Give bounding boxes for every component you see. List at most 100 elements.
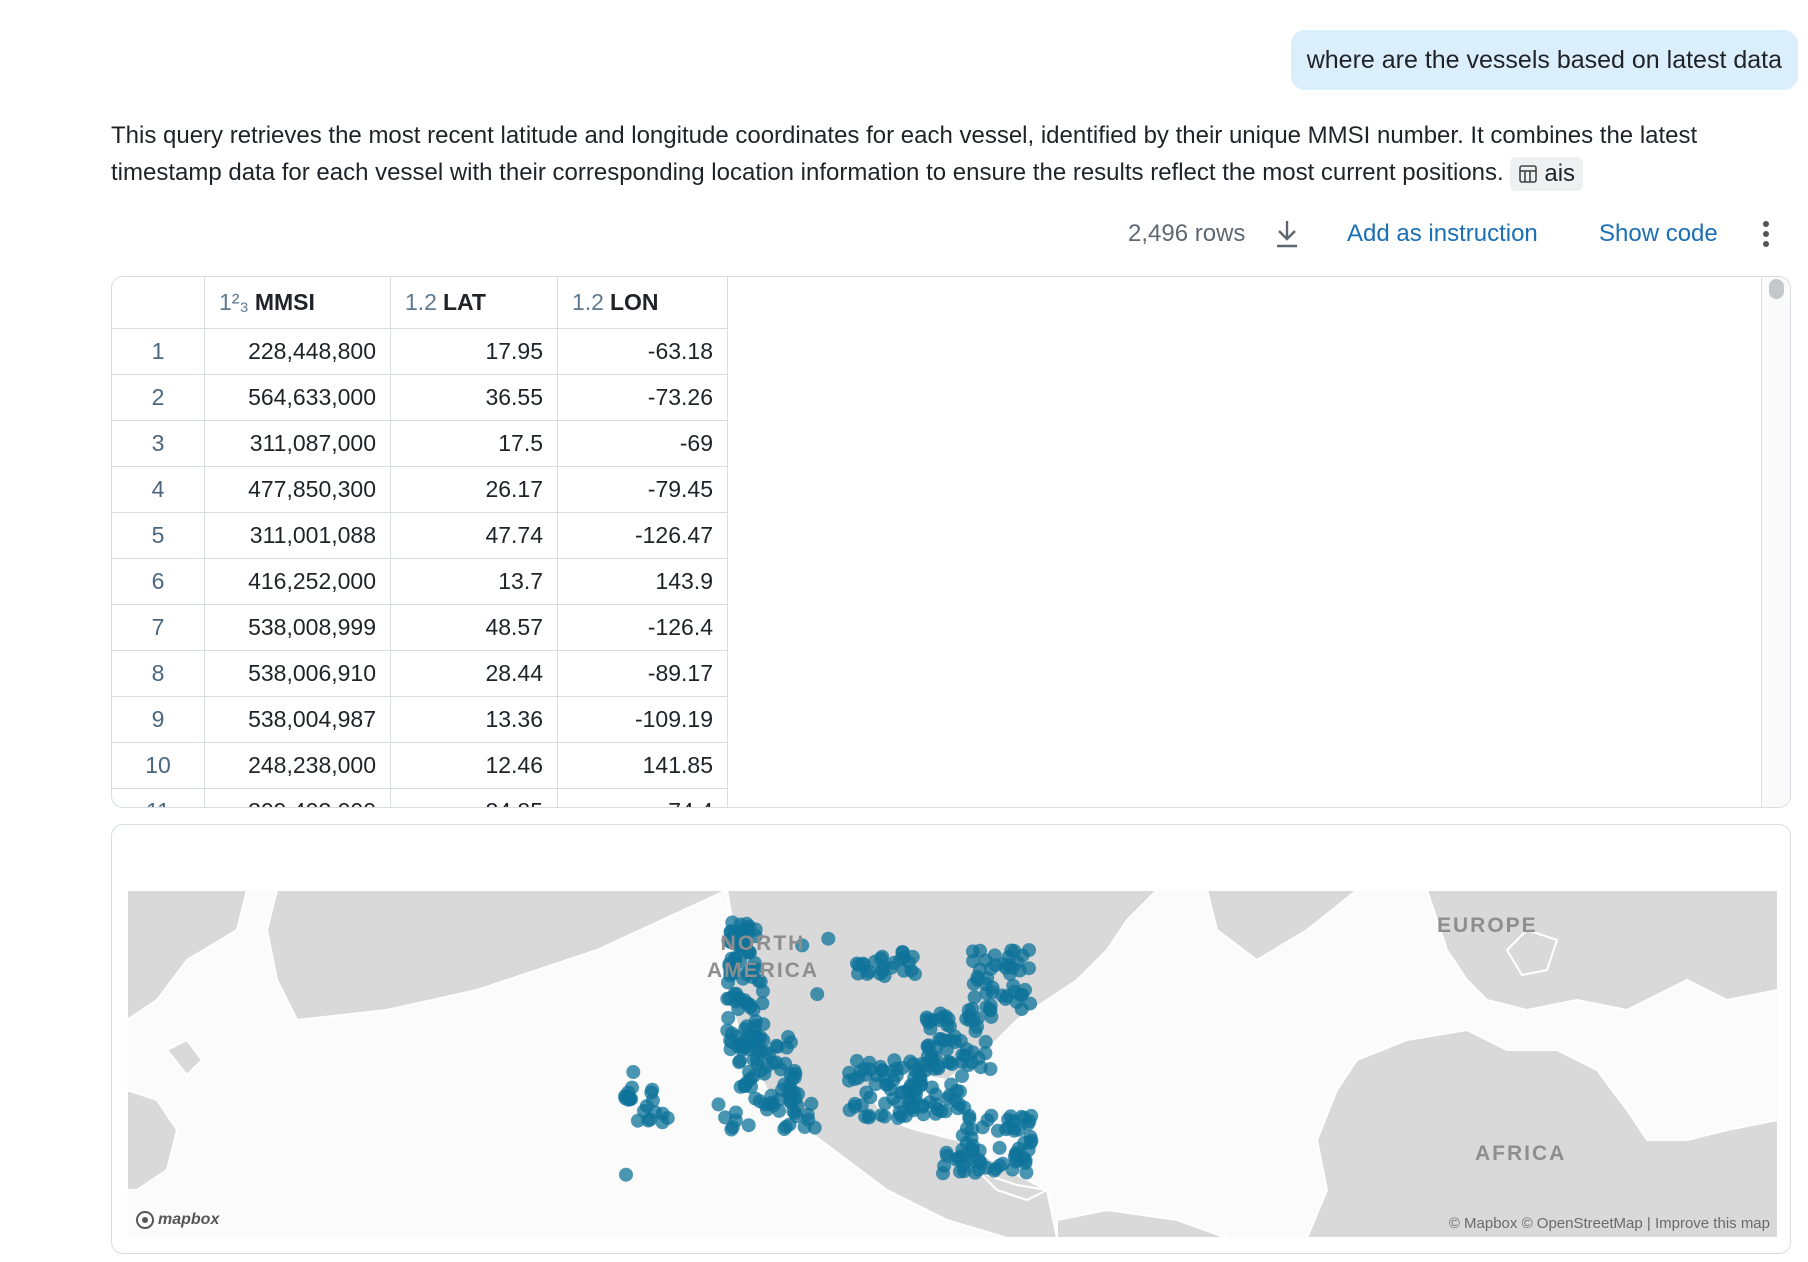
cell-lat: 17.95 <box>391 329 558 374</box>
vessel-point <box>1006 978 1021 993</box>
vessel-point <box>789 1109 804 1124</box>
map-card: NORTH AMERICA EUROPE AFRICA mapbox © Map… <box>111 824 1791 1254</box>
vessel-point <box>756 1017 771 1032</box>
vessel-point <box>1007 943 1022 958</box>
add-as-instruction-button[interactable]: Add as instruction <box>1347 220 1538 247</box>
cell-mmsi: 248,238,000 <box>205 743 391 788</box>
cell-lon: 143.9 <box>558 559 728 604</box>
table-row: 5 311,001,088 47.74 -126.47 <box>112 513 728 559</box>
scrollbar-thumb[interactable] <box>1769 279 1784 299</box>
results-table: 1²₃ MMSI 1.2 LAT 1.2 LON 1 228,448,800 17.… <box>111 276 1791 808</box>
cell-mmsi: 416,252,000 <box>205 559 391 604</box>
row-index: 3 <box>112 421 205 466</box>
vessel-point <box>883 1082 898 1097</box>
vessel-point <box>868 954 883 969</box>
header-lat-label: LAT <box>442 289 486 315</box>
europe-text: EUROPE <box>1437 914 1538 937</box>
vessel-point <box>884 960 899 975</box>
vessel-point <box>630 1113 645 1128</box>
vessel-point <box>721 1011 736 1025</box>
vessel-point <box>998 960 1013 975</box>
header-mmsi[interactable]: 1²₃ MMSI <box>205 277 391 328</box>
vessel-point <box>807 1120 822 1135</box>
cell-mmsi: 477,850,300 <box>205 467 391 512</box>
vessel-point <box>728 951 743 966</box>
vessel-point <box>757 1066 772 1081</box>
cell-mmsi: 311,087,000 <box>205 421 391 466</box>
vessel-point <box>641 1113 656 1128</box>
cell-lon: -73.26 <box>558 375 728 420</box>
vessel-point <box>974 1156 989 1171</box>
decimal-type-icon: 1.2 <box>405 289 437 315</box>
vessel-point <box>821 931 836 946</box>
cell-lon: -89.17 <box>558 651 728 696</box>
vessel-point <box>920 1049 935 1064</box>
header-mmsi-label: MMSI <box>254 289 315 315</box>
vessel-point <box>875 1063 890 1078</box>
map-canvas <box>127 890 1778 1238</box>
vessel-point <box>728 1105 743 1120</box>
cell-lon: 141.85 <box>558 743 728 788</box>
vessel-point <box>797 1120 812 1134</box>
row-count: 2,496 rows <box>1128 220 1246 247</box>
row-index: 4 <box>112 467 205 512</box>
vessel-point <box>1015 987 1030 1002</box>
table-icon <box>1518 164 1538 184</box>
vessel-point <box>877 1109 892 1124</box>
row-index: 9 <box>112 697 205 742</box>
cell-lat: 28.44 <box>391 651 558 696</box>
header-lat[interactable]: 1.2 LAT <box>391 277 558 328</box>
vessel-point <box>1009 1154 1024 1169</box>
header-lon[interactable]: 1.2 LON <box>558 277 728 328</box>
cell-lon: -126.47 <box>558 513 728 558</box>
cell-lat: 36.55 <box>391 375 558 420</box>
user-message-bubble: where are the vessels based on latest da… <box>1290 30 1798 90</box>
vessel-point <box>711 1097 726 1112</box>
osm-attribution-link[interactable]: © OpenStreetMap <box>1521 1215 1643 1232</box>
cell-mmsi: 538,004,987 <box>205 697 391 742</box>
vessel-point <box>984 1108 999 1123</box>
africa-text: AFRICA <box>1475 1142 1567 1165</box>
improve-map-link[interactable]: Improve this map <box>1654 1215 1770 1232</box>
vessel-map[interactable]: NORTH AMERICA EUROPE AFRICA mapbox © Map… <box>127 890 1778 1238</box>
vessel-point <box>781 1030 796 1044</box>
vessel-point <box>966 976 981 991</box>
cell-lon: -74.4 <box>558 789 728 807</box>
answer-text: This query retrieves the most recent lat… <box>111 122 1698 186</box>
table-row: 10 248,238,000 12.46 141.85 <box>112 743 728 789</box>
vessel-point <box>777 1122 792 1137</box>
mapbox-logo[interactable]: mapbox <box>135 1210 219 1230</box>
download-icon[interactable] <box>1272 218 1302 255</box>
table-row: 2 564,633,000 36.55 -73.26 <box>112 375 728 421</box>
vessel-point <box>936 1166 950 1181</box>
africa-label: AFRICA <box>1475 1140 1566 1167</box>
table-scrollbar[interactable] <box>1761 277 1790 807</box>
vessel-point <box>951 1151 966 1166</box>
show-code-button[interactable]: Show code <box>1599 220 1718 247</box>
cell-lat: 34.85 <box>391 789 558 807</box>
mapbox-attribution-link[interactable]: © Mapbox <box>1448 1215 1518 1232</box>
vessel-point <box>965 1143 980 1158</box>
table-reference-chip[interactable]: ais <box>1510 156 1584 191</box>
vessel-point <box>787 1070 802 1085</box>
cell-lat: 13.36 <box>391 697 558 742</box>
user-message-text: where are the vessels based on latest da… <box>1306 45 1782 74</box>
table-row: 3 311,087,000 17.5 -69 <box>112 421 728 467</box>
cell-lat: 12.46 <box>391 743 558 788</box>
cell-mmsi: 538,006,910 <box>205 651 391 696</box>
vessel-point <box>742 945 757 959</box>
vessel-point <box>718 1110 733 1125</box>
vessel-point <box>626 1065 641 1079</box>
vessel-point <box>889 1061 904 1076</box>
mapbox-logo-text: mapbox <box>158 1211 220 1228</box>
vessel-point <box>727 987 742 1002</box>
vessel-point <box>732 1055 747 1070</box>
vessel-point <box>736 971 751 986</box>
vessel-point <box>939 1145 954 1160</box>
vessel-point <box>929 1040 944 1055</box>
vessel-point <box>750 1051 764 1066</box>
more-vertical-icon[interactable] <box>1760 218 1772 255</box>
vessel-point <box>762 1047 777 1062</box>
vessel-point <box>778 1056 793 1071</box>
vessel-point <box>858 1067 873 1082</box>
